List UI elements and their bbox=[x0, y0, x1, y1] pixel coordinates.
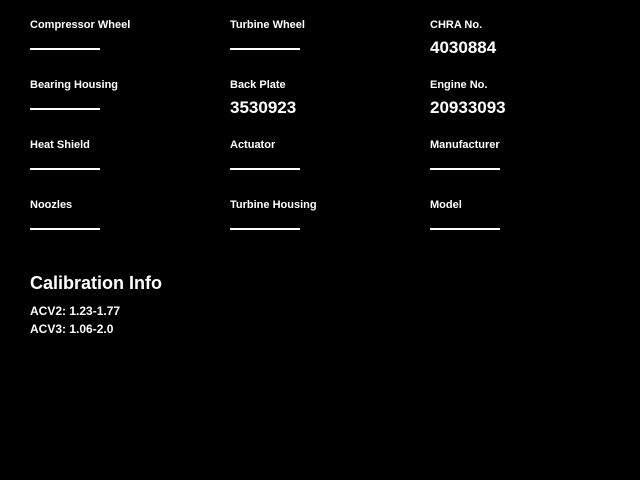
field-compressor-wheel[interactable]: Compressor Wheel bbox=[30, 19, 230, 79]
field-label: Noozles bbox=[30, 199, 73, 211]
field-noozles[interactable]: Noozles bbox=[30, 199, 230, 259]
field-value: 3530923 bbox=[230, 98, 297, 117]
field-label: Model bbox=[430, 199, 462, 211]
calibration-title: Calibration Info bbox=[30, 273, 162, 293]
field-value: 20933093 bbox=[430, 98, 506, 117]
calibration-lines: ACV2: 1.23-1.77 ACV3: 1.06-2.0 bbox=[30, 302, 162, 338]
field-chra-no[interactable]: CHRA No. 4030884 bbox=[430, 19, 630, 79]
calibration-acv2: ACV2: 1.23-1.77 bbox=[30, 304, 121, 318]
field-heat-shield[interactable]: Heat Shield bbox=[30, 139, 230, 199]
field-bearing-housing[interactable]: Bearing Housing bbox=[30, 79, 230, 139]
field-label: Actuator bbox=[230, 139, 276, 151]
empty-field-line bbox=[230, 228, 300, 230]
empty-field-line bbox=[30, 48, 100, 50]
field-actuator[interactable]: Actuator bbox=[230, 139, 430, 199]
empty-field-line bbox=[230, 48, 300, 50]
empty-field-line bbox=[230, 168, 300, 170]
field-turbine-housing[interactable]: Turbine Housing bbox=[230, 199, 430, 259]
empty-field-line bbox=[430, 228, 500, 230]
field-label: CHRA No. bbox=[430, 19, 483, 31]
calibration-acv3: ACV3: 1.06-2.0 bbox=[30, 322, 114, 336]
empty-field-line bbox=[430, 168, 500, 170]
field-label: Turbine Wheel bbox=[230, 19, 305, 31]
empty-field-line bbox=[30, 108, 100, 110]
field-model[interactable]: Model bbox=[430, 199, 630, 259]
field-engine-no[interactable]: Engine No. 20933093 bbox=[430, 79, 630, 139]
field-manufacturer[interactable]: Manufacturer bbox=[430, 139, 630, 199]
field-label: Engine No. bbox=[430, 79, 488, 91]
field-label: Bearing Housing bbox=[30, 79, 119, 91]
calibration-section: Calibration Info ACV2: 1.23-1.77 ACV3: 1… bbox=[30, 272, 162, 338]
field-turbine-wheel[interactable]: Turbine Wheel bbox=[230, 19, 430, 79]
field-label: Manufacturer bbox=[430, 139, 500, 151]
field-label: Compressor Wheel bbox=[30, 19, 131, 31]
field-value: 4030884 bbox=[430, 38, 497, 57]
empty-field-line bbox=[30, 228, 100, 230]
empty-field-line bbox=[30, 168, 100, 170]
field-back-plate[interactable]: Back Plate 3530923 bbox=[230, 79, 430, 139]
field-label: Back Plate bbox=[230, 79, 286, 91]
field-label: Heat Shield bbox=[30, 139, 90, 151]
field-label: Turbine Housing bbox=[230, 199, 317, 211]
turbo-fields-grid: Compressor Wheel Turbine Wheel CHRA No. … bbox=[30, 19, 630, 259]
